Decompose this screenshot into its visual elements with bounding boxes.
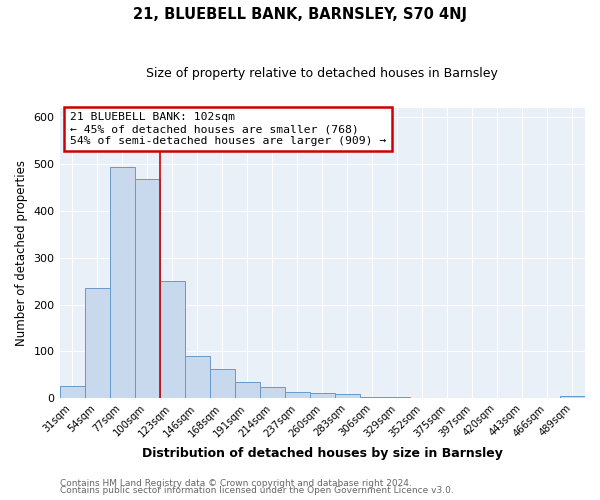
Bar bbox=[385, 397, 410, 398]
Y-axis label: Number of detached properties: Number of detached properties bbox=[15, 160, 28, 346]
Bar bbox=[260, 387, 285, 398]
Bar bbox=[160, 281, 185, 398]
Text: 21 BLUEBELL BANK: 102sqm
← 45% of detached houses are smaller (768)
54% of semi-: 21 BLUEBELL BANK: 102sqm ← 45% of detach… bbox=[70, 112, 386, 146]
Bar bbox=[360, 397, 385, 398]
Text: Contains public sector information licensed under the Open Government Licence v3: Contains public sector information licen… bbox=[60, 486, 454, 495]
Bar bbox=[185, 356, 209, 398]
Text: Contains HM Land Registry data © Crown copyright and database right 2024.: Contains HM Land Registry data © Crown c… bbox=[60, 478, 412, 488]
Text: 21, BLUEBELL BANK, BARNSLEY, S70 4NJ: 21, BLUEBELL BANK, BARNSLEY, S70 4NJ bbox=[133, 8, 467, 22]
Bar bbox=[235, 382, 260, 398]
Bar bbox=[59, 386, 85, 398]
Bar bbox=[110, 168, 134, 398]
Bar bbox=[209, 369, 235, 398]
Bar bbox=[285, 392, 310, 398]
Bar bbox=[134, 179, 160, 398]
Title: Size of property relative to detached houses in Barnsley: Size of property relative to detached ho… bbox=[146, 68, 498, 80]
Bar bbox=[560, 396, 585, 398]
Bar bbox=[310, 393, 335, 398]
X-axis label: Distribution of detached houses by size in Barnsley: Distribution of detached houses by size … bbox=[142, 447, 503, 460]
Bar bbox=[85, 288, 110, 398]
Bar bbox=[335, 394, 360, 398]
